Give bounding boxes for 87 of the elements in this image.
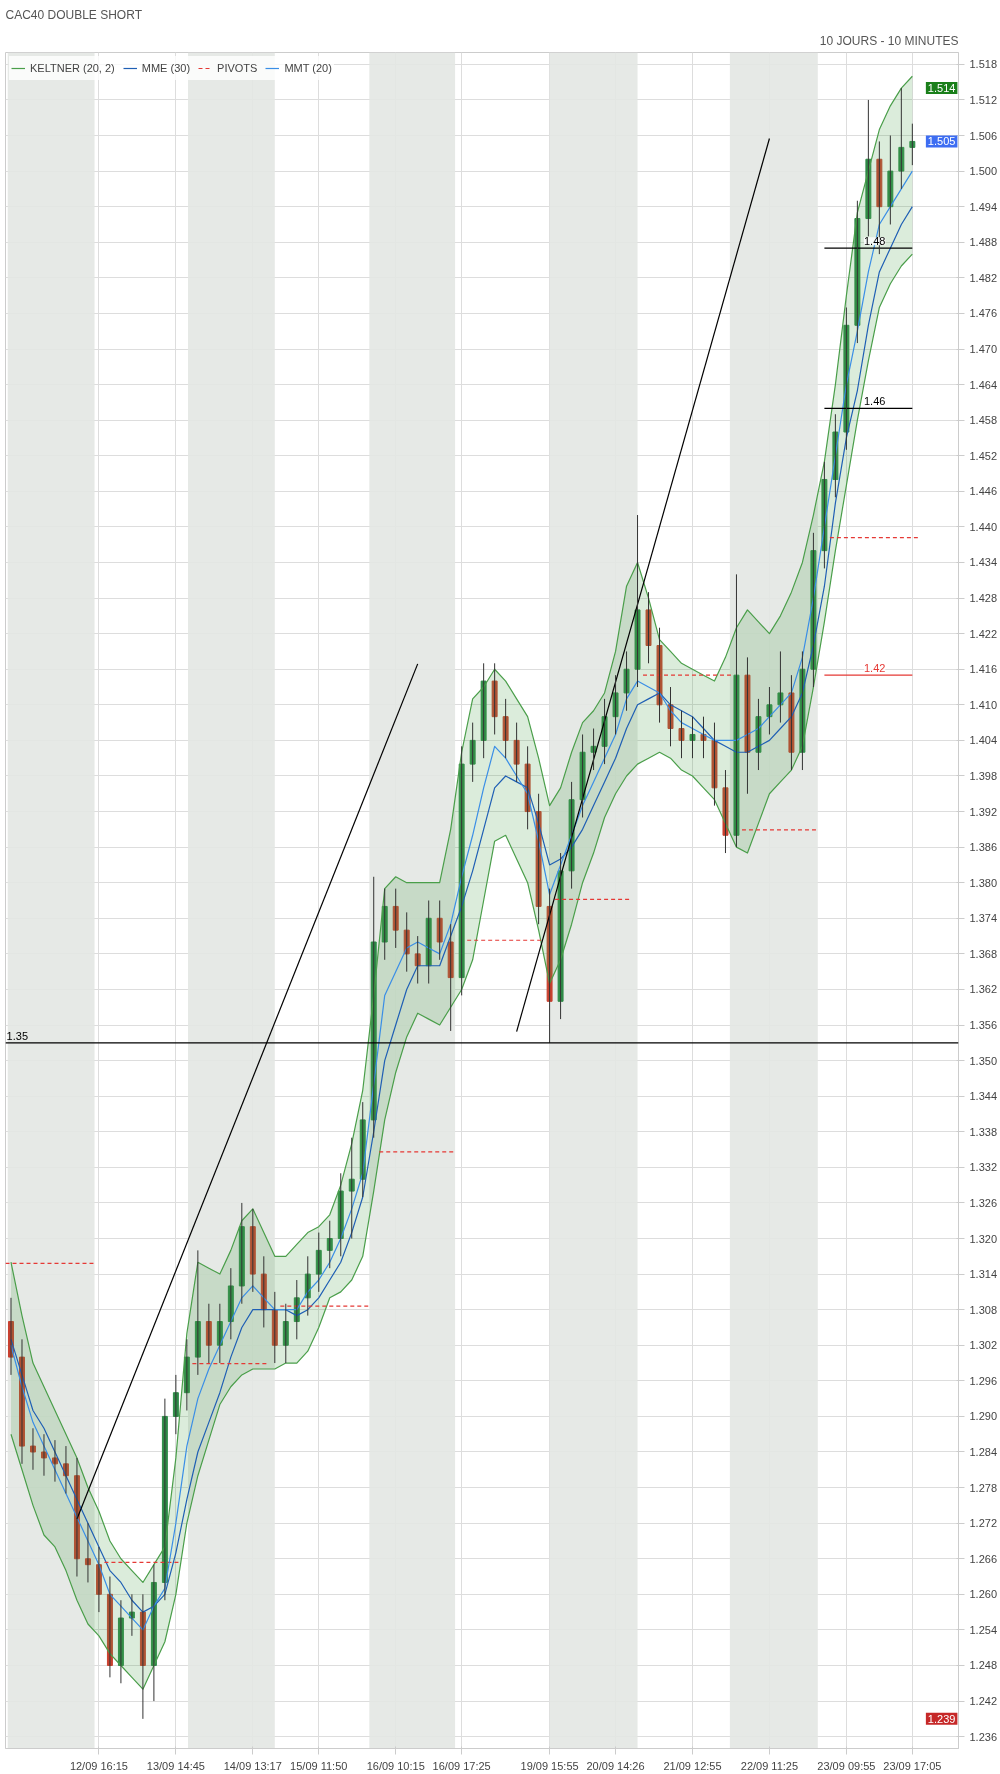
y-tick-label: 1.422 bbox=[969, 627, 998, 640]
y-tick-label: 1.242 bbox=[969, 1695, 998, 1708]
y-tick-label: 1.320 bbox=[969, 1232, 998, 1245]
y-tick-label: 1.470 bbox=[969, 343, 998, 355]
x-tick-label: 16/09 10:15 bbox=[366, 1759, 425, 1772]
x-tick-label: 15/09 11:50 bbox=[290, 1759, 348, 1772]
y-tick-label: 1.296 bbox=[969, 1374, 998, 1387]
y-tick-label: 1.248 bbox=[969, 1659, 998, 1672]
y-tick-label: 1.290 bbox=[969, 1410, 998, 1423]
candlestick bbox=[601, 698, 608, 765]
y-tick-label: 1.374 bbox=[969, 912, 998, 925]
chart-subtitle: 10 JOURS - 10 MINUTES bbox=[819, 33, 959, 48]
legend-label: MME (30) bbox=[141, 62, 191, 74]
y-tick-label: 1.254 bbox=[969, 1623, 998, 1636]
legend-label: PIVOTS bbox=[217, 62, 258, 74]
candlestick bbox=[623, 650, 630, 712]
y-tick-label: 1.272 bbox=[969, 1517, 998, 1530]
y-tick-label: 1.260 bbox=[969, 1588, 998, 1601]
chart-title: CAC40 DOUBLE SHORT bbox=[5, 7, 143, 22]
text: 1.239 bbox=[927, 1712, 956, 1725]
ref-line-label: 1.35 bbox=[6, 1029, 29, 1042]
y-tick-label: 1.518 bbox=[969, 58, 998, 71]
y-tick-label: 1.410 bbox=[969, 698, 998, 711]
y-tick-label: 1.356 bbox=[969, 1019, 998, 1032]
x-tick-label: 19/09 15:55 bbox=[520, 1759, 579, 1772]
y-tick-label: 1.308 bbox=[969, 1303, 998, 1316]
y-tick-label: 1.452 bbox=[969, 449, 998, 462]
y-tick-label: 1.380 bbox=[969, 876, 998, 889]
candlestick bbox=[634, 514, 641, 688]
candlestick bbox=[711, 722, 718, 807]
x-tick-label: 20/09 14:26 bbox=[586, 1759, 645, 1772]
y-tick-label: 1.368 bbox=[969, 947, 998, 960]
y-tick-label: 1.386 bbox=[969, 841, 998, 854]
y-tick-label: 1.464 bbox=[969, 378, 998, 391]
y-tick-label: 1.338 bbox=[969, 1125, 998, 1138]
text: 1.514 bbox=[927, 82, 956, 95]
y-tick-label: 1.458 bbox=[969, 414, 998, 427]
y-tick-label: 1.332 bbox=[969, 1161, 998, 1174]
y-tick-label: 1.362 bbox=[969, 983, 998, 996]
y-tick-label: 1.500 bbox=[969, 165, 998, 178]
legend-label: MMT (20) bbox=[284, 62, 332, 74]
y-tick-label: 1.302 bbox=[969, 1339, 998, 1352]
y-tick-label: 1.506 bbox=[969, 129, 998, 142]
y-tick-label: 1.350 bbox=[969, 1054, 998, 1067]
y-tick-label: 1.236 bbox=[969, 1730, 998, 1743]
candlestick bbox=[546, 888, 553, 1044]
x-tick-label: 23/09 09:55 bbox=[817, 1759, 876, 1772]
candlestick bbox=[579, 733, 586, 818]
y-tick-label: 1.278 bbox=[969, 1481, 998, 1494]
y-tick-label: 1.434 bbox=[969, 556, 998, 569]
y-tick-label: 1.398 bbox=[969, 769, 998, 782]
candlestick bbox=[843, 306, 850, 451]
series-label: 1.48 bbox=[863, 235, 886, 248]
y-tick-label: 1.284 bbox=[969, 1446, 998, 1458]
x-tick-label: 21/09 12:55 bbox=[663, 1759, 722, 1772]
series-label: 1.46 bbox=[863, 395, 886, 408]
candlestick bbox=[689, 716, 696, 759]
legend-label: KELTNER (20, 2) bbox=[30, 62, 115, 74]
y-tick-label: 1.446 bbox=[969, 485, 998, 498]
y-tick-label: 1.512 bbox=[969, 93, 998, 106]
candlestick bbox=[557, 852, 564, 1020]
candlestick bbox=[722, 769, 729, 854]
candlestick bbox=[656, 627, 663, 724]
y-tick-label: 1.266 bbox=[969, 1552, 998, 1565]
y-tick-label: 1.488 bbox=[969, 236, 998, 249]
y-tick-label: 1.428 bbox=[969, 592, 998, 605]
x-tick-label: 23/09 17:05 bbox=[883, 1759, 942, 1772]
candlestick bbox=[678, 710, 685, 759]
y-tick-label: 1.416 bbox=[969, 663, 998, 676]
x-tick-label: 14/09 13:17 bbox=[223, 1759, 282, 1772]
candlestick bbox=[612, 674, 619, 735]
y-tick-label: 1.440 bbox=[969, 520, 998, 533]
y-tick-label: 1.326 bbox=[969, 1196, 998, 1209]
y-tick-label: 1.482 bbox=[969, 271, 998, 284]
y-tick-label: 1.404 bbox=[969, 734, 998, 747]
series-label: 1.42 bbox=[863, 662, 886, 675]
y-tick-label: 1.314 bbox=[969, 1268, 998, 1281]
x-tick-label: 16/09 17:25 bbox=[432, 1759, 491, 1772]
x-tick-label: 22/09 11:25 bbox=[740, 1759, 799, 1772]
candlestick bbox=[645, 591, 652, 664]
y-tick-label: 1.344 bbox=[969, 1090, 998, 1103]
y-tick-label: 1.476 bbox=[969, 307, 998, 320]
x-tick-label: 12/09 16:15 bbox=[69, 1759, 128, 1772]
y-tick-label: 1.494 bbox=[969, 200, 998, 213]
x-tick-label: 13/09 14:45 bbox=[146, 1759, 205, 1772]
text: 1.505 bbox=[927, 135, 956, 148]
y-tick-label: 1.392 bbox=[969, 805, 998, 818]
